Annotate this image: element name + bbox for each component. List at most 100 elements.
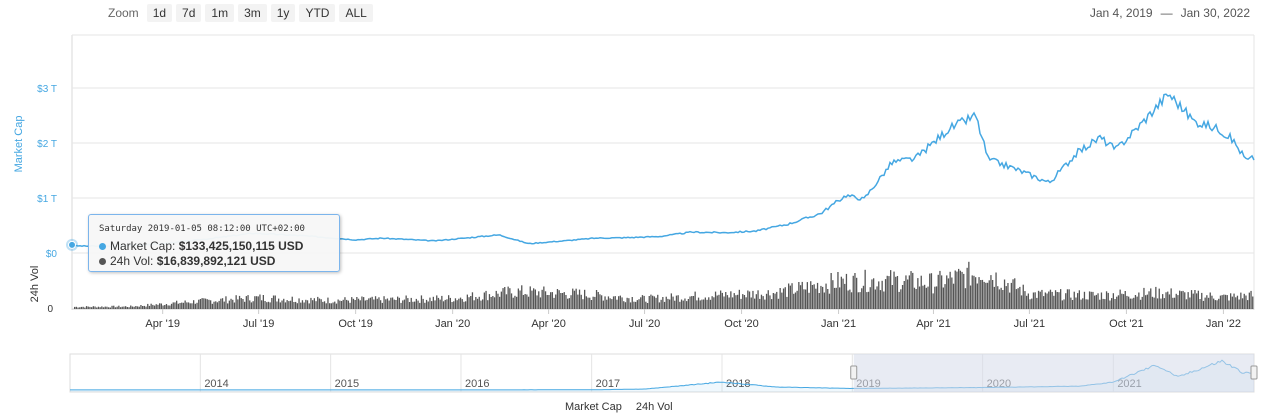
volume-bar <box>555 294 557 309</box>
volume-bar <box>854 273 856 309</box>
volume-bar <box>845 273 848 309</box>
volume-bar <box>720 290 722 309</box>
volume-bar <box>791 283 793 309</box>
volume-bar <box>1126 295 1128 309</box>
volume-bar <box>261 300 263 309</box>
zoom-all-button[interactable]: ALL <box>339 4 373 22</box>
range-from-input[interactable]: Jan 4, 2019 <box>1089 6 1153 20</box>
volume-bar <box>300 302 302 309</box>
legend-market-cap[interactable]: Market Cap <box>565 401 622 413</box>
volume-bar <box>993 286 995 309</box>
range-to-input[interactable]: Jan 30, 2022 <box>1180 6 1250 20</box>
volume-tick-label: 0 <box>47 304 53 315</box>
volume-bar <box>434 300 436 309</box>
volume-bar <box>905 275 907 309</box>
volume-bar <box>227 303 229 309</box>
volume-dot-icon <box>99 258 106 265</box>
volume-bar <box>929 273 931 309</box>
volume-bar <box>398 297 400 309</box>
volume-bar <box>402 300 404 309</box>
volume-bar <box>1221 295 1223 309</box>
volume-bar <box>458 298 460 309</box>
volume-bar <box>463 301 465 309</box>
volume-bar <box>167 305 169 309</box>
zoom-1m-button[interactable]: 1m <box>205 4 235 22</box>
volume-bar <box>303 302 305 309</box>
volume-bar <box>337 299 339 309</box>
volume-bar <box>1143 287 1145 309</box>
volume-bar <box>602 300 604 309</box>
volume-bar <box>696 300 698 309</box>
zoom-1d-button[interactable]: 1d <box>146 4 173 22</box>
volume-bar <box>980 280 982 309</box>
volume-bar <box>466 294 468 309</box>
legend-volume[interactable]: 24h Vol <box>635 401 673 413</box>
volume-bar <box>585 296 587 309</box>
volume-bar <box>852 275 854 309</box>
volume-bar <box>119 307 122 309</box>
volume-bar <box>96 307 98 309</box>
volume-bar <box>429 297 431 309</box>
volume-bar <box>786 296 788 309</box>
volume-bar <box>816 282 819 309</box>
volume-bar <box>1071 300 1074 309</box>
volume-bar <box>978 277 980 309</box>
volume-bar <box>679 301 681 309</box>
volume-bar <box>944 284 946 309</box>
volume-bar <box>359 300 361 309</box>
volume-bar <box>711 296 713 309</box>
zoom-3m-button[interactable]: 3m <box>238 4 267 22</box>
volume-bar <box>835 287 837 309</box>
volume-bar <box>1158 288 1160 309</box>
volume-bar <box>278 298 280 309</box>
volume-bar <box>667 298 669 309</box>
volume-bar <box>1029 299 1031 309</box>
volume-bar <box>941 275 943 309</box>
volume-bar <box>861 288 863 309</box>
volume-bar <box>267 301 270 309</box>
volume-bar <box>553 297 555 309</box>
volume-bar <box>220 298 222 309</box>
volume-bar <box>344 297 346 309</box>
volume-bar <box>184 300 186 309</box>
volume-bar <box>94 306 96 309</box>
volume-bar <box>947 278 950 309</box>
volume-bar <box>1136 296 1138 309</box>
volume-bar <box>828 293 831 309</box>
volume-bar <box>313 298 315 309</box>
volume-bar <box>544 291 547 309</box>
volume-bar <box>318 298 321 309</box>
volume-bar <box>74 306 76 309</box>
volume-bar <box>1044 292 1046 309</box>
volume-bar <box>293 302 295 309</box>
volume-bar <box>949 271 951 309</box>
volume-bar <box>164 305 166 309</box>
volume-bar <box>1236 295 1239 309</box>
zoom-ytd-button[interactable]: YTD <box>299 4 336 22</box>
volume-bar <box>573 290 576 309</box>
volume-bar <box>609 298 611 309</box>
zoom-1y-button[interactable]: 1y <box>270 4 296 22</box>
volume-bar <box>85 306 88 309</box>
zoom-7d-button[interactable]: 7d <box>176 4 202 22</box>
volume-bar <box>249 300 251 309</box>
volume-bar <box>638 299 640 309</box>
x-tick-label: Oct '21 <box>1109 318 1144 330</box>
volume-bar <box>1187 292 1189 309</box>
volume-bar <box>264 301 266 309</box>
volume-bar <box>1077 293 1079 309</box>
volume-bar <box>177 303 179 309</box>
volume-bar <box>366 299 368 309</box>
volume-bar <box>262 295 264 309</box>
volume-bar <box>655 297 657 309</box>
volume-bar <box>332 302 334 309</box>
volume-bar <box>252 301 254 309</box>
volume-bar <box>526 294 528 309</box>
volume-bar <box>488 294 491 309</box>
volume-bar <box>1129 298 1131 309</box>
x-tick-label: Jul '21 <box>1014 318 1045 330</box>
volume-bar <box>952 283 955 309</box>
volume-bar <box>1051 291 1053 309</box>
volume-bar <box>1219 295 1222 309</box>
